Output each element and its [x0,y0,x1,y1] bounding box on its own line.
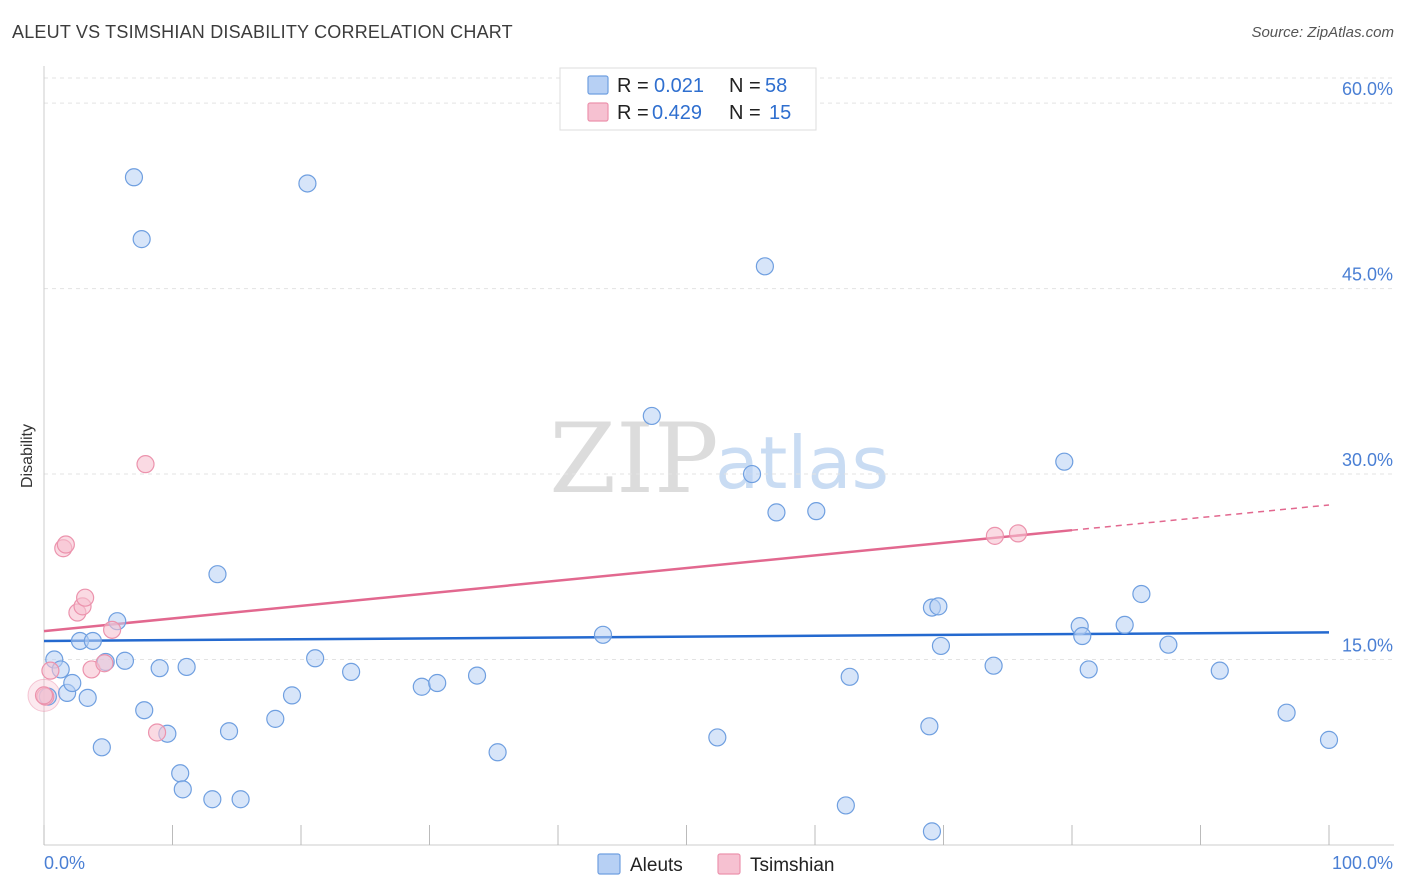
data-point-aleuts [807,502,826,521]
data-point-tsimshian [1008,524,1028,543]
legend-bottom-aleuts-label: Aleuts [630,855,683,876]
data-point-aleuts [840,667,859,686]
legend-aleuts-swatch [587,75,609,95]
legend-tsimshian-swatch [587,102,609,122]
data-point-aleuts [755,257,774,276]
data-point-aleuts [412,677,431,696]
data-point-aleuts [83,631,102,651]
watermark-atlas: atlas [715,421,889,505]
trend-line-aleuts [43,631,1330,643]
trend-lines [43,504,1330,643]
data-point-tsimshian [76,588,95,607]
legend-tsimshian-n-label: N = [729,102,761,124]
data-point-aleuts [1073,626,1092,646]
legend-bottom-aleuts-swatch [597,853,621,875]
data-point-aleuts [177,657,196,677]
data-point-aleuts [171,764,190,783]
trend-line-tsimshian-extension [1071,504,1330,531]
legend-bottom-tsimshian-swatch [717,853,741,875]
y-tick-label: 45.0% [1342,265,1393,285]
data-point-aleuts [1132,584,1151,604]
legend-top: R = 0.021 N = 58 R = 0.429 N = 15 [559,67,817,131]
data-point-aleuts [63,673,82,693]
data-point-aleuts [1055,452,1074,471]
data-point-aleuts [266,709,285,728]
data-point-aleuts [1277,703,1296,722]
watermark-zip: ZIP [549,403,718,515]
legend-bottom-tsimshian-label: Tsimshian [750,855,834,876]
data-point-aleuts [488,743,507,762]
data-point-aleuts [92,738,111,757]
gridlines [44,77,1394,661]
data-point-aleuts [342,662,361,681]
data-point-aleuts [929,597,948,616]
y-tick-labels: 15.0% 30.0% 45.0% 60.0% [1342,79,1393,655]
data-point-aleuts [219,722,239,741]
source-label: Source: ZipAtlas.com [1251,24,1394,41]
data-point-aleuts [78,688,97,707]
data-point-aleuts [1115,615,1134,635]
data-point-tsimshian [56,535,75,554]
data-points [27,168,1339,841]
data-point-aleuts [920,717,939,736]
legend-aleuts-n-value: 58 [765,75,787,97]
trend-line-tsimshian [43,528,1073,633]
data-point-aleuts [467,666,487,685]
data-point-aleuts [1159,635,1178,654]
data-point-aleuts [173,780,192,799]
legend-tsimshian-r-value: 0.429 [652,102,702,124]
y-tick-label: 60.0% [1342,79,1393,99]
data-point-tsimshian [41,661,60,680]
data-point-aleuts [306,649,325,668]
data-point-aleuts [922,822,942,841]
legend-aleuts-r-label: R = [617,75,649,97]
watermark: ZIP atlas [549,403,889,515]
y-tick-label: 30.0% [1342,450,1393,470]
legend-bottom: Aleuts Tsimshian [597,853,834,876]
data-point-aleuts [231,790,250,809]
x-tick-label-max: 100.0% [1332,853,1393,873]
axes [43,66,1394,846]
data-point-aleuts [208,565,227,584]
legend-aleuts-r-value: 0.021 [654,75,704,97]
y-tick-label: 15.0% [1342,636,1393,656]
data-point-aleuts [931,636,951,656]
data-point-aleuts [593,625,613,644]
data-point-aleuts [836,796,855,815]
x-ticks [43,825,1330,845]
data-point-aleuts [767,503,786,522]
data-point-aleuts [742,464,762,484]
data-point-aleuts [150,659,169,678]
data-point-aleuts [135,701,154,720]
data-point-aleuts [1079,660,1098,679]
legend-aleuts-n-label: N = [729,75,761,97]
data-point-aleuts [642,406,661,426]
chart-title: ALEUT VS TSIMSHIAN DISABILITY CORRELATIO… [12,22,513,42]
data-point-aleuts [298,174,317,193]
data-point-tsimshian [34,686,54,705]
data-point-aleuts [115,651,135,670]
data-point-tsimshian [985,526,1005,545]
data-point-tsimshian [103,620,122,639]
legend-tsimshian-n-value: 15 [769,102,791,124]
data-point-aleuts [1319,730,1339,749]
data-point-tsimshian [95,654,114,673]
data-point-aleuts [428,673,447,693]
data-point-aleuts [1210,661,1229,680]
data-point-aleuts [282,686,302,705]
data-point-tsimshian [136,455,155,474]
data-point-aleuts [132,230,151,249]
x-tick-label-min: 0.0% [44,853,85,873]
data-point-aleuts [124,168,144,187]
legend-tsimshian-r-label: R = [617,102,649,124]
data-point-aleuts [203,790,222,809]
data-point-tsimshian [147,723,167,742]
data-point-aleuts [708,728,727,747]
data-point-aleuts [984,656,1003,675]
